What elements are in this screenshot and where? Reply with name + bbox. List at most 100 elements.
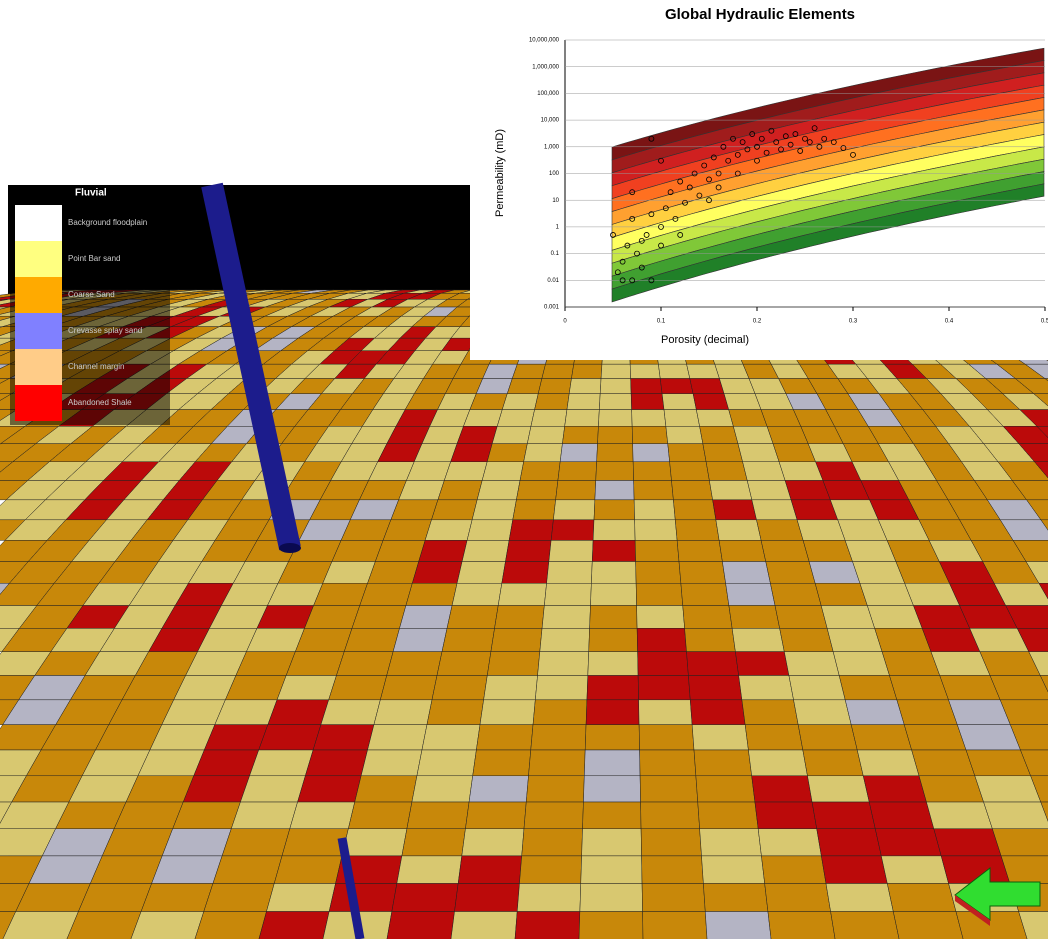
grid-cell xyxy=(789,675,845,699)
grid-cell xyxy=(758,829,821,856)
grid-cell xyxy=(716,520,761,541)
grid-cell xyxy=(286,652,344,676)
grid-cell xyxy=(451,444,493,462)
grid-cell xyxy=(344,628,399,651)
grid-cell xyxy=(538,379,571,394)
grid-cell xyxy=(383,520,431,541)
grid-cell xyxy=(640,776,698,802)
grid-cell xyxy=(733,426,773,443)
grid-cell xyxy=(770,583,821,605)
x-tick-label: 0.2 xyxy=(753,319,762,325)
grid-cell xyxy=(869,802,934,829)
grid-cell xyxy=(595,480,634,499)
grid-cell xyxy=(467,520,513,541)
legend-title: Fluvial xyxy=(75,188,107,199)
grid-cell xyxy=(313,725,374,750)
grid-cell xyxy=(897,700,957,725)
grid-cell xyxy=(992,829,1048,856)
grid-cell xyxy=(694,750,752,776)
grid-cell xyxy=(636,562,681,584)
grid-cell xyxy=(402,829,466,856)
x-tick-label: 0.3 xyxy=(849,319,858,325)
grid-cell xyxy=(956,912,1027,939)
grid-cell xyxy=(215,700,277,725)
grid-cell xyxy=(515,912,580,939)
grid-cell xyxy=(544,583,591,605)
grid-cell xyxy=(526,776,584,802)
y-tick-label: 10 xyxy=(552,198,559,204)
grid-cell xyxy=(138,750,204,776)
grid-cell xyxy=(580,883,643,911)
grid-cell xyxy=(152,856,222,884)
grid-cell xyxy=(709,480,752,499)
grid-cell xyxy=(784,652,839,676)
grid-cell xyxy=(368,562,419,584)
grid-cell xyxy=(90,856,162,884)
grid-cell xyxy=(417,750,476,776)
grid-cell xyxy=(821,856,887,884)
grid-cell xyxy=(857,750,919,776)
grid-cell xyxy=(427,700,484,725)
grid-cell xyxy=(277,675,336,699)
chart-title: Global Hydraulic Elements xyxy=(665,6,855,23)
grid-cell xyxy=(542,606,590,629)
grid-cell xyxy=(78,883,151,911)
grid-cell xyxy=(768,912,835,939)
grid-cell xyxy=(700,426,738,443)
grid-cell xyxy=(742,700,798,725)
grid-cell xyxy=(579,912,643,939)
grid-cell xyxy=(638,675,690,699)
grid-cell xyxy=(845,700,904,725)
grid-cell xyxy=(643,912,708,939)
grid-cell xyxy=(672,480,713,499)
grid-cell xyxy=(642,856,704,884)
grid-cell xyxy=(298,776,362,802)
grid-cell xyxy=(540,628,590,651)
grid-cell xyxy=(16,883,91,911)
grid-cell xyxy=(400,606,453,629)
grid-cell xyxy=(635,520,678,541)
grid-cell xyxy=(881,856,948,884)
grid-cell xyxy=(882,652,940,676)
grid-cell xyxy=(827,628,882,651)
grid-cell xyxy=(803,540,852,561)
grid-cell xyxy=(803,750,863,776)
y-tick-label: 0.001 xyxy=(544,305,560,311)
grid-cell xyxy=(368,725,427,750)
grid-cell xyxy=(631,394,664,410)
grid-cell xyxy=(593,520,635,541)
grid-cell xyxy=(735,652,789,676)
grid-cell xyxy=(259,725,321,750)
grid-cell xyxy=(323,562,376,584)
grid-cell xyxy=(765,883,831,911)
grid-cell xyxy=(632,426,668,443)
grid-cell xyxy=(173,802,241,829)
grid-cell xyxy=(452,583,502,605)
grid-cell xyxy=(673,500,716,520)
grid-cell xyxy=(642,883,705,911)
grid-cell xyxy=(664,410,700,427)
grid-cell xyxy=(520,462,560,481)
grid-cell xyxy=(949,700,1011,725)
grid-cell xyxy=(126,776,194,802)
grid-cell xyxy=(462,829,524,856)
grid-cell xyxy=(688,675,742,699)
grid-cell xyxy=(141,883,213,911)
grid-cell xyxy=(336,652,393,676)
grid-cell xyxy=(791,500,838,520)
grid-cell xyxy=(458,856,522,884)
grid-cell xyxy=(462,540,509,561)
grid-cell xyxy=(912,750,975,776)
legend-swatch xyxy=(15,385,62,421)
grid-cell xyxy=(839,675,897,699)
legend-swatch xyxy=(15,313,62,349)
grid-cell xyxy=(887,883,956,911)
grid-cell xyxy=(558,462,597,481)
grid-cell xyxy=(571,364,601,378)
grid-cell xyxy=(681,583,729,605)
grid-cell xyxy=(483,364,518,378)
y-tick-label: 1,000 xyxy=(544,144,560,150)
grid-cell xyxy=(729,606,780,629)
grid-cell xyxy=(779,462,823,481)
grid-cell xyxy=(809,562,860,584)
